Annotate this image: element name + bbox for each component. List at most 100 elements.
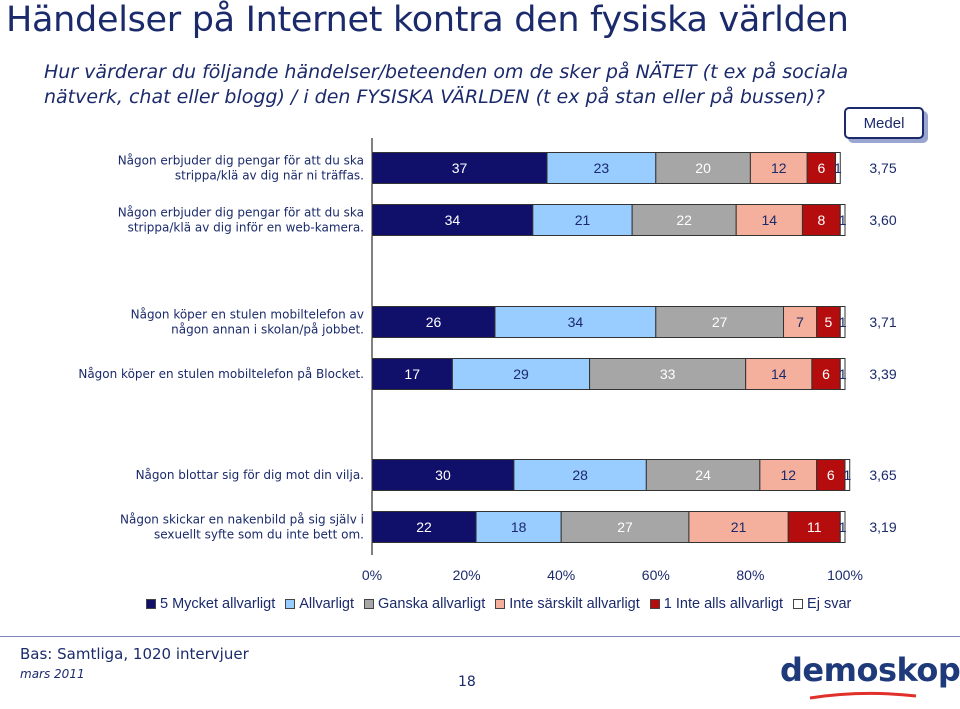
data-label: 22	[416, 519, 432, 535]
data-label: 12	[780, 467, 796, 483]
data-label: 11	[807, 519, 822, 535]
bar-segment	[844, 459, 851, 491]
bar-segment	[655, 306, 785, 338]
bar-segment	[839, 511, 846, 543]
bar-segment	[801, 204, 841, 236]
bar-segment	[513, 459, 647, 491]
bar-segment	[645, 459, 761, 491]
x-tick-label: 60%	[642, 567, 670, 583]
row-label: någon annan i skolan/på jobbet.	[171, 323, 364, 337]
legend-label: Ganska allvarligt	[378, 596, 486, 612]
data-label: 6	[817, 160, 825, 176]
data-label: 28	[572, 467, 588, 483]
bar-segment	[839, 306, 846, 338]
page-title: Händelser på Internet kontra den fysiska…	[6, 0, 849, 40]
data-label: 26	[426, 314, 442, 330]
row-label: Någon skickar en nakenbild på sig själv …	[120, 513, 364, 527]
row-label: strippa/klä av dig inför en web-kamera.	[128, 221, 364, 235]
medel-value: 3,75	[869, 160, 896, 176]
base-note: Bas: Samtliga, 1020 intervjuer	[20, 645, 249, 663]
logo-swoosh-icon	[809, 691, 917, 700]
page-subtitle: Hur värderar du följande händelser/betee…	[44, 61, 849, 108]
data-label: 33	[660, 366, 676, 382]
row-label: Någon köper en stulen mobiltelefon av	[131, 308, 364, 322]
bar-segment	[735, 204, 803, 236]
data-label: 8	[817, 212, 825, 228]
bar-segment	[589, 358, 747, 390]
bar-segment	[816, 459, 846, 491]
medel-header: Medel	[844, 107, 924, 139]
legend-swatch	[793, 599, 804, 609]
medel-value: 3,65	[869, 467, 896, 483]
bar-segment	[371, 204, 534, 236]
legend-label: Allvarligt	[299, 596, 355, 612]
legend-label: Inte särskilt allvarligt	[509, 596, 640, 612]
bar-segment	[475, 511, 562, 543]
bar-segment	[560, 511, 690, 543]
legend-item: 1 Inte alls allvarligt	[649, 596, 784, 612]
data-label: 22	[676, 212, 692, 228]
row-label: Någon erbjuder dig pengar för att du ska	[118, 206, 364, 220]
data-label: 1	[839, 212, 847, 228]
row-label: Någon köper en stulen mobiltelefon på Bl…	[78, 367, 364, 381]
legend-item: Ej svar	[793, 596, 851, 612]
data-label: 6	[827, 467, 835, 483]
data-label: 18	[511, 519, 527, 535]
medel-value: 3,39	[869, 366, 896, 382]
data-label: 21	[575, 212, 591, 228]
legend-swatch	[146, 599, 156, 609]
bar-segment	[494, 306, 657, 338]
data-label: 14	[762, 212, 778, 228]
x-tick-label: 0%	[362, 567, 382, 583]
bar-segment	[371, 306, 496, 338]
data-label: 17	[404, 366, 420, 382]
bar-segment	[532, 204, 633, 236]
data-label: 20	[695, 160, 711, 176]
bar-segment	[631, 204, 737, 236]
data-label: 7	[796, 314, 804, 330]
x-tick-label: 20%	[453, 567, 481, 583]
x-tick-label: 80%	[736, 567, 764, 583]
medel-value: 3,60	[869, 212, 896, 228]
data-label: 27	[712, 314, 728, 330]
bar-segment	[839, 358, 846, 390]
data-label: 30	[435, 467, 451, 483]
legend-swatch	[495, 599, 506, 609]
bar-segment	[451, 358, 591, 390]
legend-item: 5 Mycket allvarligt	[146, 596, 275, 612]
legend-swatch	[649, 599, 660, 609]
medel-value: 3,19	[869, 519, 896, 535]
data-label: 1	[843, 467, 851, 483]
row-label: strippa/klä av dig när ni träffas.	[175, 169, 364, 183]
data-label: 29	[513, 366, 529, 382]
data-label: 34	[445, 212, 461, 228]
bar-segment	[787, 511, 841, 543]
footer-divider	[0, 636, 960, 637]
bar-segment	[759, 459, 818, 491]
legend: 5 Mycket allvarligt Allvarligt Ganska allv…	[146, 596, 855, 612]
legend-label: 5 Mycket allvarligt	[160, 596, 276, 612]
bar-segment	[749, 152, 808, 184]
x-tick-label: 40%	[547, 567, 575, 583]
data-label: 21	[731, 519, 747, 535]
legend-swatch	[285, 599, 296, 609]
bar-segment	[811, 358, 841, 390]
bar-segment	[806, 152, 837, 184]
data-label: 6	[822, 366, 830, 382]
bar-segment	[371, 511, 477, 543]
row-label: Någon erbjuder dig pengar för att du ska	[118, 154, 364, 168]
bar-segment	[688, 511, 789, 543]
data-label: 27	[617, 519, 633, 535]
page-number: 18	[458, 674, 476, 690]
row-label: sexuellt syfte som du inte bett om.	[154, 528, 364, 542]
data-label: 14	[771, 366, 787, 382]
bar-segment	[839, 204, 846, 236]
legend-item: Allvarligt	[285, 596, 354, 612]
data-label: 34	[568, 314, 584, 330]
data-label: 1	[839, 366, 847, 382]
legend-label: 1 Inte alls allvarligt	[663, 596, 784, 612]
bar-segment	[835, 152, 841, 184]
row-label: Någon blottar sig för dig mot din vilja.	[136, 468, 364, 482]
data-label: 1	[834, 160, 842, 176]
bar-segment	[655, 152, 751, 184]
